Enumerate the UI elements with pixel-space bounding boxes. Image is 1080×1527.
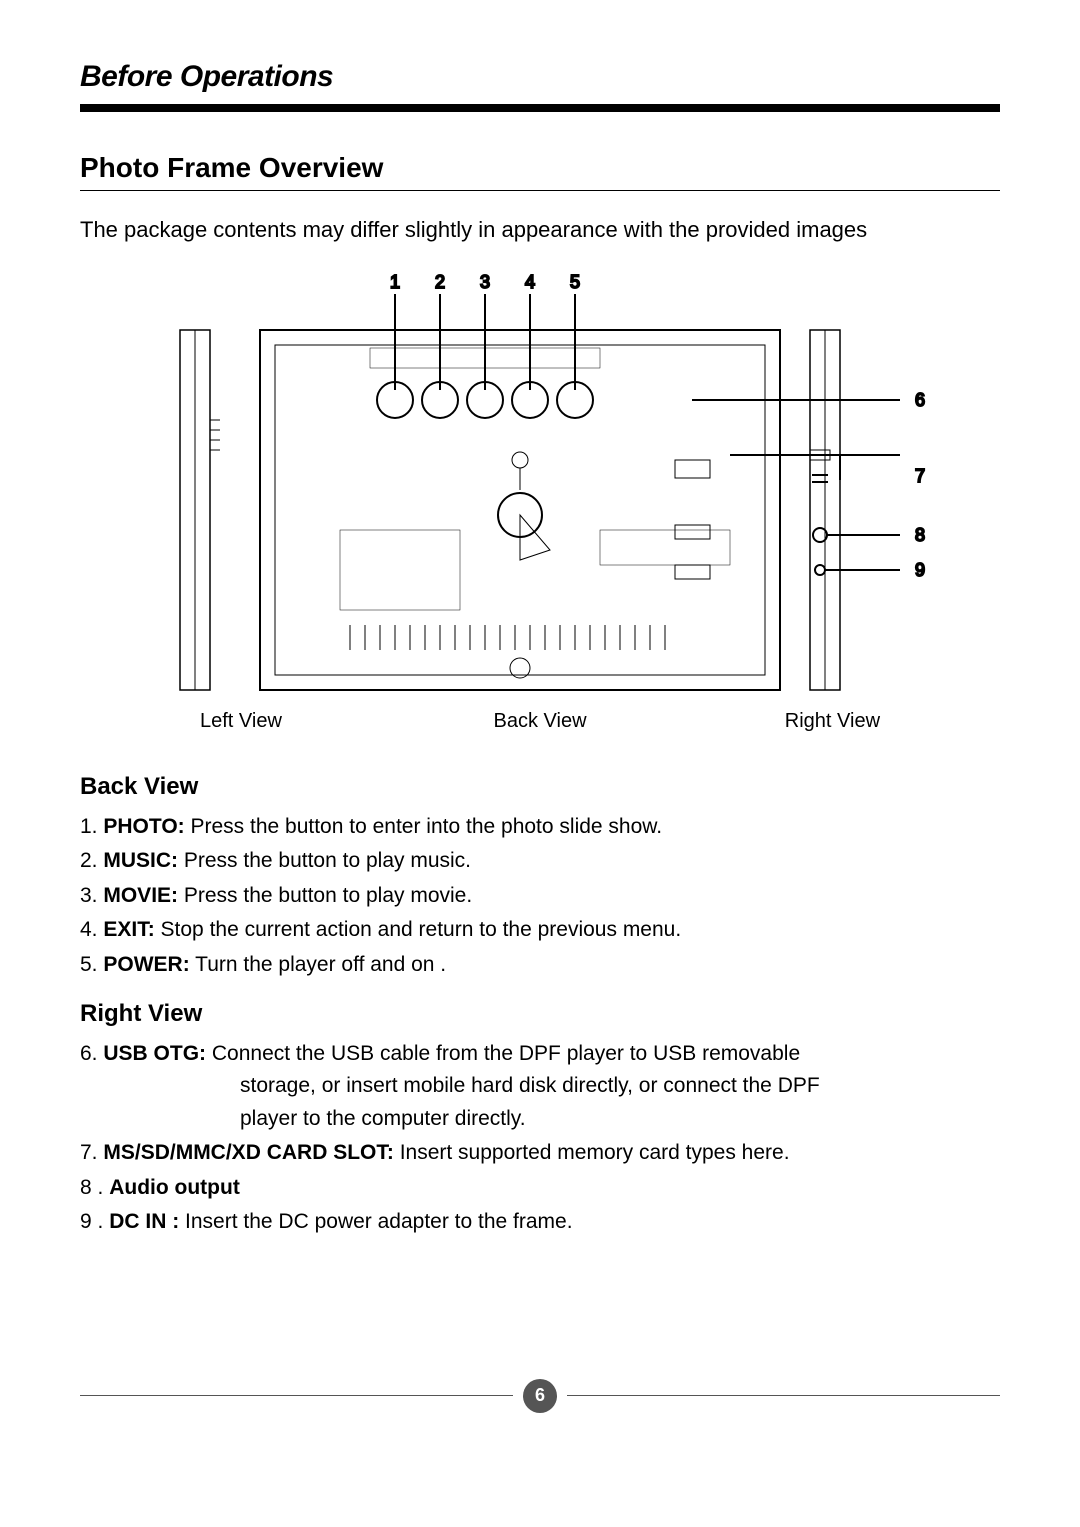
section-intro: The package contents may differ slightly… [80,215,1000,246]
item-label: MOVIE: [103,884,178,907]
callout-2: 2 [435,272,445,292]
list-item: 4. EXIT: Stop the current action and ret… [80,914,1000,947]
item-number: 4. [80,918,98,941]
item-text: Insert supported memory card types here. [394,1141,790,1164]
page-number-badge: 6 [523,1379,557,1413]
item-number: 6. [80,1042,98,1065]
footer-rule-left [80,1395,513,1396]
list-item: 2. MUSIC: Press the button to play music… [80,845,1000,878]
back-view-heading: Back View [80,773,1000,801]
item-label: EXIT: [103,918,154,941]
item-number: 8 . [80,1176,103,1199]
chapter-title: Before Operations [80,60,1000,94]
item-number: 9 . [80,1210,103,1233]
item-continuation: storage, or insert mobile hard disk dire… [80,1070,1000,1103]
item-label: PHOTO: [103,815,184,838]
list-item: 6. USB OTG: Connect the USB cable from t… [80,1038,1000,1136]
list-item: 1. PHOTO: Press the button to enter into… [80,811,1000,844]
list-item: 3. MOVIE: Press the button to play movie… [80,880,1000,913]
item-label: DC IN : [109,1210,179,1233]
callout-1: 1 [390,272,400,292]
item-text: Press the button to play music. [178,849,471,872]
left-view-panel [180,330,220,690]
item-continuation: player to the computer directly. [80,1103,1000,1136]
callout-6: 6 [915,390,925,410]
item-label: MS/SD/MMC/XD CARD SLOT: [103,1141,394,1164]
item-label: MUSIC: [103,849,178,872]
callout-7: 7 [915,466,925,486]
item-text: Turn the player off and on . [190,953,446,976]
item-number: 7. [80,1141,98,1164]
right-view-label: Right View [653,710,890,733]
right-view-heading: Right View [80,1000,1000,1028]
section-title: Photo Frame Overview [80,152,1000,184]
overview-diagram: 1 2 3 4 5 [80,270,1000,733]
page-footer: 6 [80,1379,1000,1413]
item-label: POWER: [103,953,189,976]
header-rule [80,104,1000,112]
list-item: 5. POWER: Turn the player off and on . [80,949,1000,982]
callout-3: 3 [480,272,490,292]
right-view-items: 6. USB OTG: Connect the USB cable from t… [80,1038,1000,1239]
item-text: Insert the DC power adapter to the frame… [179,1210,572,1233]
item-text: Stop the current action and return to th… [155,918,681,941]
back-view-label: Back View [427,710,654,733]
right-callouts: 6 7 8 9 [692,390,925,580]
item-number: 1. [80,815,98,838]
section-rule [80,190,1000,191]
footer-rule-right [567,1395,1000,1396]
manual-page: Before Operations Photo Frame Overview T… [0,0,1080,1453]
callout-5: 5 [570,272,580,292]
item-number: 3. [80,884,98,907]
right-view-panel [810,330,840,690]
list-item: 7. MS/SD/MMC/XD CARD SLOT: Insert suppor… [80,1137,1000,1170]
item-text: Connect the USB cable from the DPF playe… [206,1042,800,1065]
list-item: 8 . Audio output [80,1172,1000,1205]
item-text: Press the button to play movie. [178,884,472,907]
item-text: Press the button to enter into the photo… [185,815,662,838]
back-view-items: 1. PHOTO: Press the button to enter into… [80,811,1000,982]
item-number: 2. [80,849,98,872]
callout-4: 4 [525,272,535,292]
item-label: Audio output [109,1176,240,1199]
callout-9: 9 [915,560,925,580]
item-label: USB OTG: [103,1042,206,1065]
view-labels-row: Left View Back View Right View [190,710,890,733]
diagram-svg: 1 2 3 4 5 [120,270,960,700]
callout-8: 8 [915,525,925,545]
item-number: 5. [80,953,98,976]
list-item: 9 . DC IN : Insert the DC power adapter … [80,1206,1000,1239]
left-view-label: Left View [190,710,427,733]
back-view-panel [260,330,780,690]
